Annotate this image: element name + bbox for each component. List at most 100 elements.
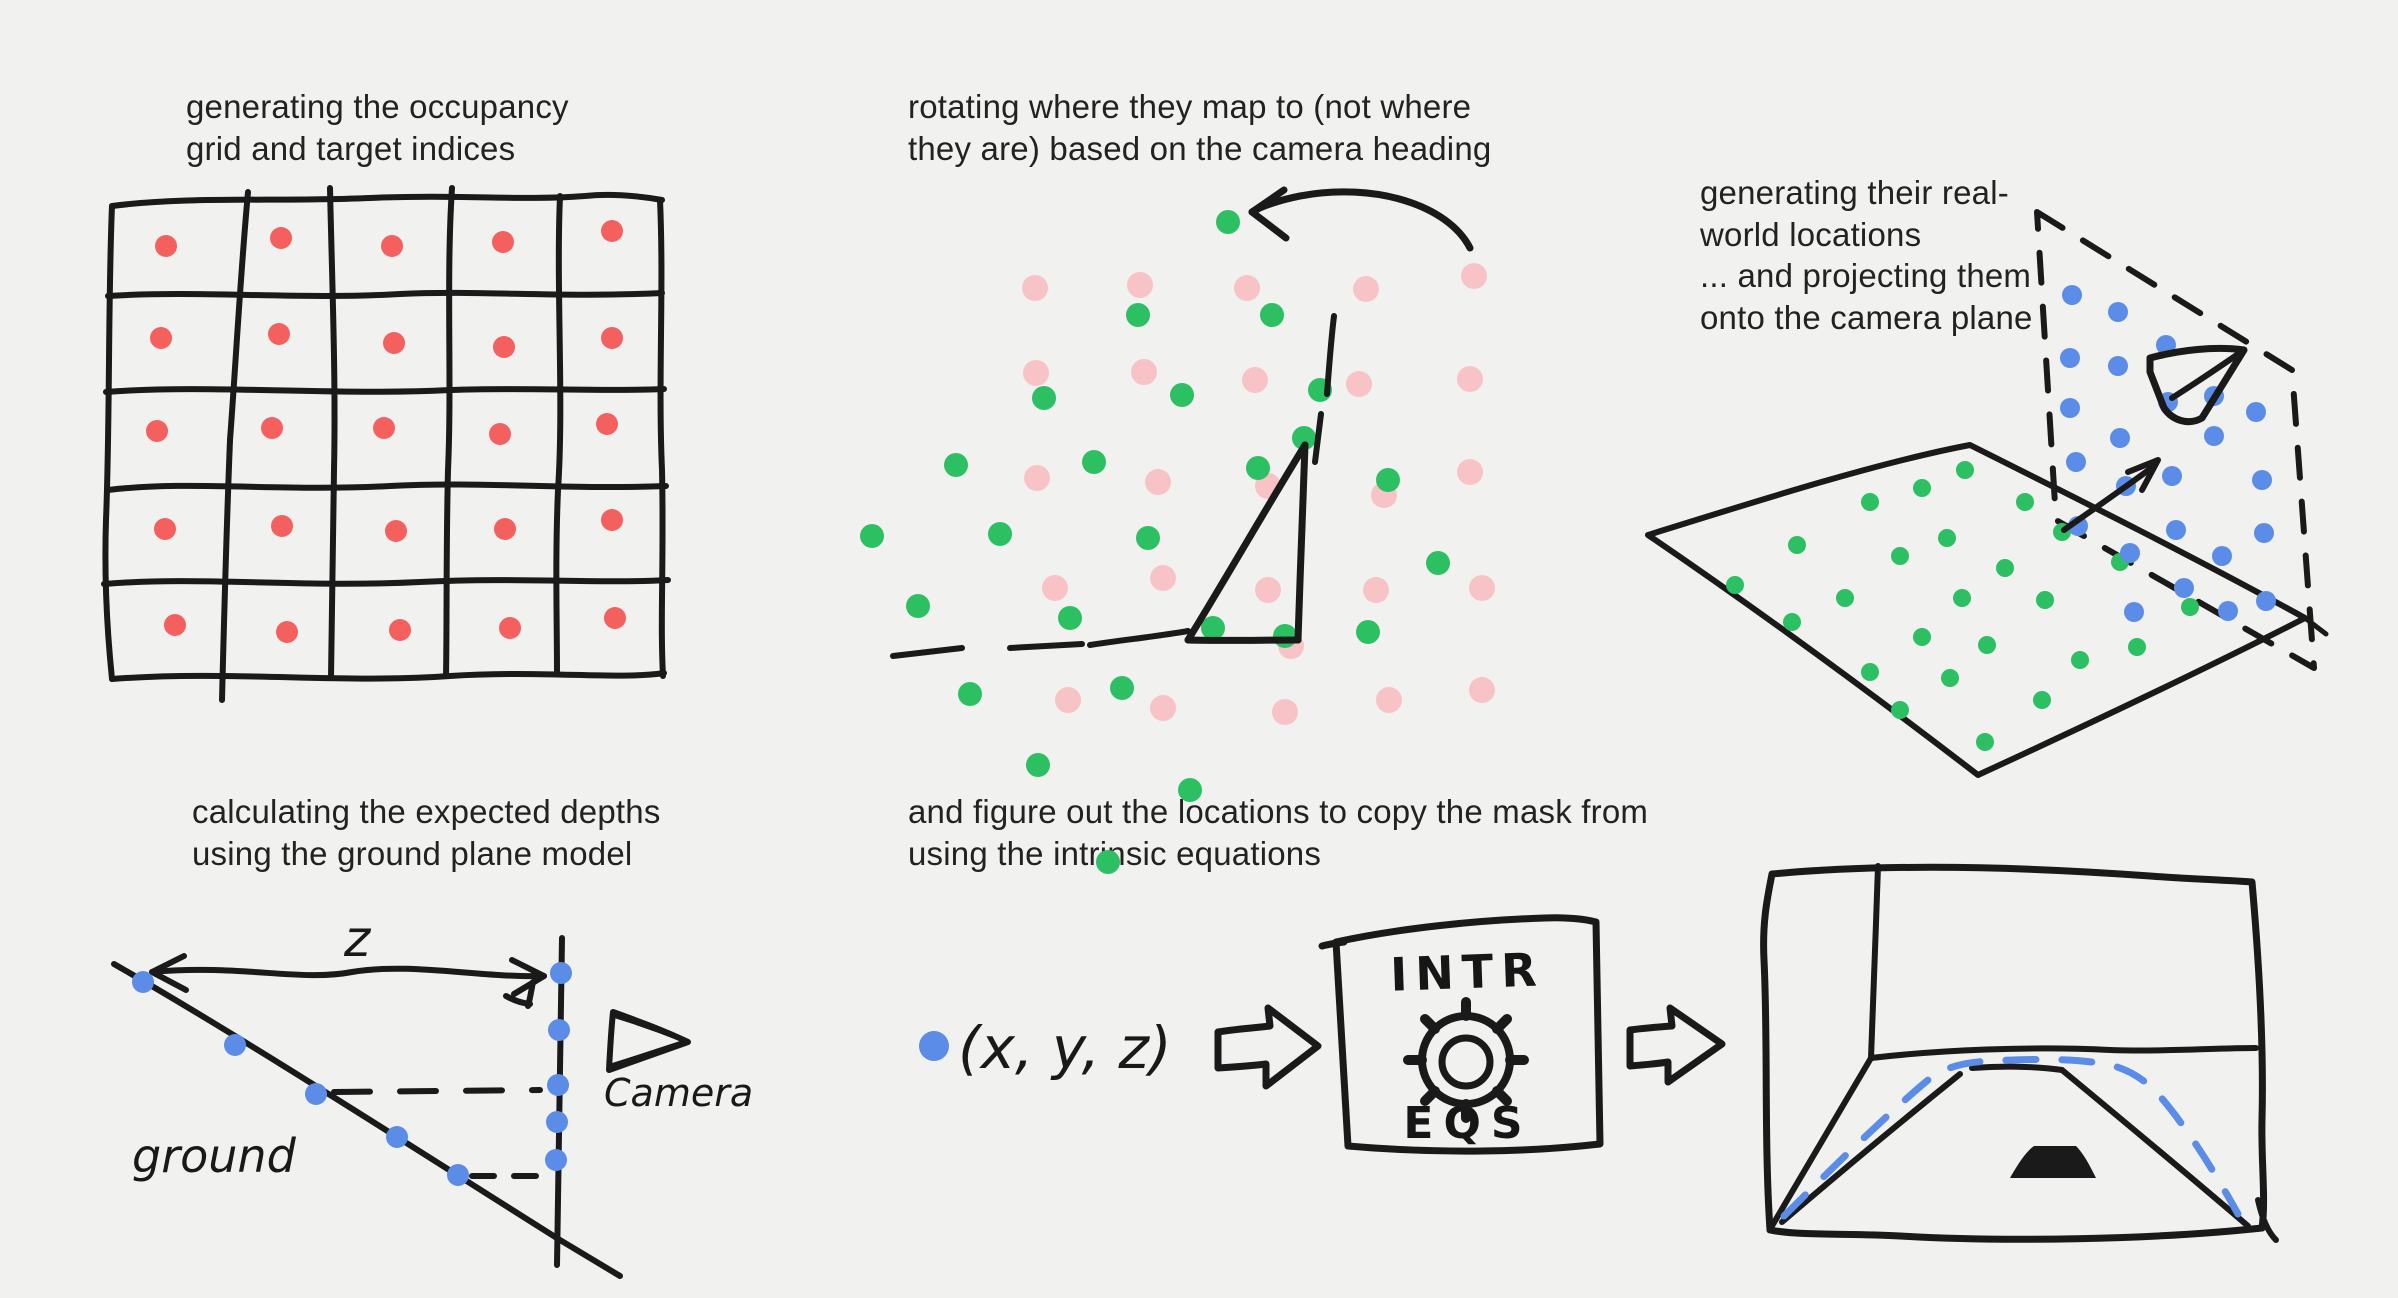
dot (268, 323, 290, 345)
dot (1457, 459, 1483, 485)
dot (493, 336, 515, 358)
dot (1242, 367, 1268, 393)
dot (2252, 470, 2272, 490)
dot (1032, 386, 1056, 410)
dot (1150, 695, 1176, 721)
camera-frustum-icon (2146, 344, 2248, 426)
dot (1026, 753, 1050, 777)
dot (1096, 850, 1120, 874)
dot (1216, 210, 1240, 234)
mask-copy-region-dashed (1780, 1055, 2242, 1220)
world-point-dot (919, 1031, 949, 1061)
right-angle-icon (503, 979, 536, 1009)
room-back-wall-line (1868, 1045, 2259, 1061)
room-sketch (1760, 863, 2279, 1243)
intrinsics-sketch: (x, y, z) INTR EQS (919, 863, 2279, 1243)
dot (224, 1034, 246, 1056)
dot (1058, 606, 1082, 630)
dot (1891, 547, 1909, 565)
dot (601, 327, 623, 349)
xyz-label: (x, y, z) (958, 1014, 1172, 1082)
dot (381, 235, 403, 257)
dot (1145, 469, 1171, 495)
dot (1055, 687, 1081, 713)
dot (492, 231, 514, 253)
dot (2174, 578, 2194, 598)
dot (1953, 589, 1971, 607)
dot (2036, 591, 2054, 609)
dot (1136, 526, 1160, 550)
dot (1956, 461, 1974, 479)
dot (2254, 523, 2274, 543)
image-plane-dots (545, 962, 572, 1171)
camera-plane-dots (2060, 285, 2276, 622)
dot (1178, 778, 1202, 802)
dot (1469, 677, 1495, 703)
projection-arrow-icon (2061, 457, 2161, 533)
camera-label: Camera (604, 1071, 753, 1115)
dot (548, 1019, 570, 1041)
dot (2033, 691, 2051, 709)
dot (1356, 620, 1380, 644)
caption-rotation: rotating where they map to (not where th… (908, 88, 1492, 167)
dot (1376, 687, 1402, 713)
dot (1976, 733, 1994, 751)
occupancy-grid-sketch (101, 185, 671, 703)
dot (1783, 613, 1801, 631)
dot (1726, 576, 1744, 594)
original-cell-dots (1022, 263, 1495, 725)
dot (1150, 565, 1176, 591)
dot (1996, 559, 2014, 577)
dot (270, 227, 292, 249)
rotation-arrow-icon (1248, 186, 1474, 252)
dot (1346, 371, 1372, 397)
dot (1978, 636, 1996, 654)
dot (2060, 348, 2080, 368)
dot (1913, 628, 1931, 646)
dot (1042, 575, 1068, 601)
dot (164, 614, 186, 636)
z-label: z (343, 910, 372, 968)
dot (2218, 601, 2238, 621)
dot (373, 417, 395, 439)
dot (1461, 263, 1487, 289)
dot (2120, 543, 2140, 563)
dot (1234, 275, 1260, 301)
dot (489, 423, 511, 445)
dot (386, 1126, 408, 1148)
rotation-sketch (860, 186, 1495, 874)
dot (601, 220, 623, 242)
room-floor-top-edge (1969, 1063, 2065, 1073)
block-arrow-1-icon (1214, 1004, 1322, 1090)
dot (2128, 638, 2146, 656)
dot (2204, 426, 2224, 446)
dot (1024, 465, 1050, 491)
dot (146, 420, 168, 442)
dot (1272, 699, 1298, 725)
dot (1861, 493, 1879, 511)
dot (1353, 276, 1379, 302)
real-world-dots (1726, 461, 2199, 751)
room-floor-right-edge (2059, 1067, 2251, 1229)
caption-intrinsics: and figure out the locations to copy the… (908, 793, 1649, 872)
dot (154, 518, 176, 540)
dot (1110, 676, 1134, 700)
depth-dashes-upper (331, 1087, 543, 1095)
dot (1246, 456, 1270, 480)
caption-expected-depths: calculating the expected depths using th… (192, 793, 661, 872)
dot (1469, 575, 1495, 601)
dot (604, 607, 626, 629)
room-wall-divider (1868, 863, 1881, 1061)
dot (2124, 602, 2144, 622)
dot (547, 1074, 569, 1096)
dot (447, 1164, 469, 1186)
room-left-wall-base (1769, 1055, 1874, 1229)
dot (988, 522, 1012, 546)
dot (1292, 426, 1316, 450)
dot (1082, 450, 1106, 474)
dot (601, 509, 623, 531)
dot (389, 619, 411, 641)
dot (2062, 285, 2082, 305)
dot (1131, 359, 1157, 385)
dot (155, 235, 177, 257)
